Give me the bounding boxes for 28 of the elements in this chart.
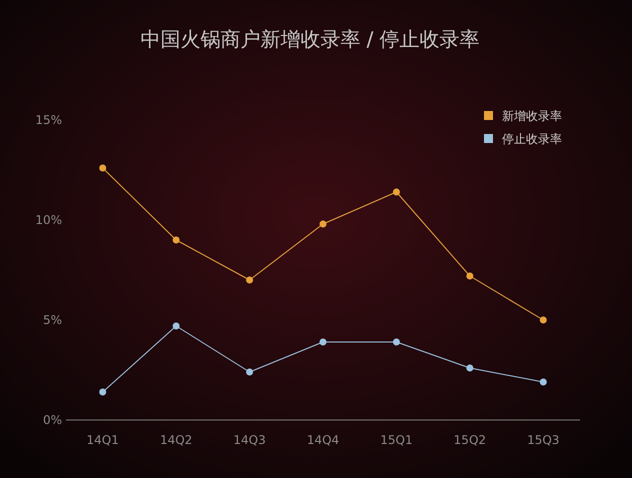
point — [320, 338, 326, 346]
x-tick-label: 14Q4 — [306, 433, 340, 447]
y-tick-label: 5% — [42, 313, 62, 327]
point — [466, 272, 474, 280]
point — [99, 164, 106, 172]
y-tick-label: 0% — [42, 413, 62, 427]
point — [246, 276, 254, 284]
x-tick-label: 15Q2 — [454, 433, 486, 447]
chart-title: 中国火锅商户新增收录率 / 停止收录率 — [140, 27, 480, 51]
point — [320, 220, 326, 228]
legend-label: 新增收录率 — [502, 109, 562, 123]
point — [392, 188, 400, 196]
legend-label: 停止收录率 — [502, 132, 562, 146]
point — [540, 316, 547, 324]
point — [99, 388, 106, 396]
point — [466, 364, 474, 372]
x-tick-label: 14Q1 — [86, 433, 119, 447]
y-tick-label: 10% — [35, 213, 62, 227]
point — [540, 378, 547, 386]
point — [172, 322, 180, 330]
y-tick-label: 15% — [35, 113, 62, 127]
x-tick-label: 14Q3 — [233, 433, 266, 447]
point — [172, 236, 180, 244]
point — [392, 338, 400, 346]
x-tick-label: 15Q3 — [527, 433, 560, 447]
point — [246, 368, 254, 376]
x-tick-label: 14Q2 — [160, 433, 192, 447]
x-tick-label: 15Q1 — [380, 433, 413, 447]
